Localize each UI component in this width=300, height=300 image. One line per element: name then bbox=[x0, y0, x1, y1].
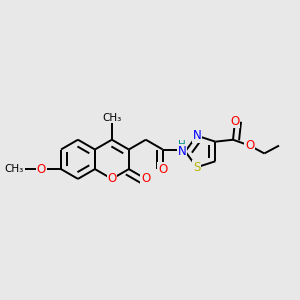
Text: O: O bbox=[37, 163, 46, 176]
Text: S: S bbox=[193, 161, 200, 174]
Text: N: N bbox=[192, 129, 201, 142]
Text: O: O bbox=[230, 115, 240, 128]
Text: CH₃: CH₃ bbox=[5, 164, 24, 174]
Text: N: N bbox=[178, 145, 187, 158]
Text: H: H bbox=[178, 140, 186, 150]
Text: O: O bbox=[245, 139, 254, 152]
Text: O: O bbox=[107, 172, 116, 185]
Text: O: O bbox=[141, 172, 150, 185]
Text: O: O bbox=[158, 163, 167, 176]
Text: CH₃: CH₃ bbox=[102, 113, 122, 123]
